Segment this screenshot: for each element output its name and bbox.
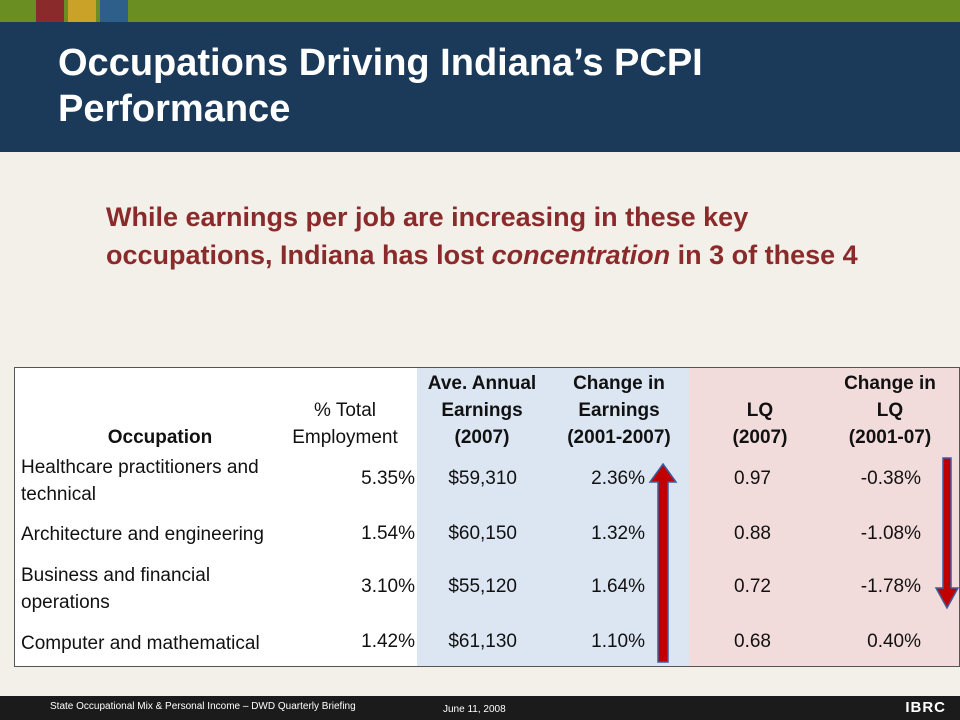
strip-square-blue — [100, 0, 128, 22]
header-ave-line3: (2007) — [454, 427, 510, 448]
occupation-table: Occupation % Total Employment Ave. Annua… — [14, 367, 960, 667]
row1-occupation: Healthcare practitioners and technical — [21, 457, 259, 505]
row1-pct: 5.35% — [361, 468, 415, 489]
row4-lq-change: 0.40% — [867, 631, 921, 652]
row2-lq: 0.88 — [734, 523, 771, 544]
row1-change: 2.36% — [591, 468, 645, 489]
row3-lq-change: -1.78% — [860, 576, 921, 597]
row3-occupation: Business and financial operations — [21, 565, 211, 613]
row1-lq-change: -0.38% — [860, 468, 921, 489]
footer-briefing-text: State Occupational Mix & Personal Income… — [50, 701, 356, 712]
row2-change: 1.32% — [591, 523, 645, 544]
top-color-strip — [0, 0, 960, 22]
row4-earnings: $61,130 — [448, 631, 517, 652]
earnings-band — [417, 368, 689, 666]
header-pct-line2: Employment — [292, 427, 398, 448]
subtitle-text-start: While earnings per job are increasing in… — [106, 202, 749, 270]
red-up-arrow-icon — [648, 462, 678, 663]
header-pct-line1: % Total — [314, 400, 376, 421]
footer-date: June 11, 2008 — [443, 704, 506, 715]
header-ave-line1: Ave. Annual — [427, 373, 537, 394]
row3-change: 1.64% — [591, 576, 645, 597]
row4-pct: 1.42% — [361, 631, 415, 652]
row3-earnings: $55,120 — [448, 576, 517, 597]
lq-band — [689, 368, 959, 666]
row3-lq: 0.72 — [734, 576, 771, 597]
ibrc-logo: IBRC — [905, 699, 946, 716]
header-lqchg-line1: Change in — [844, 373, 936, 394]
header-lq-line2: (2007) — [732, 427, 788, 448]
footer-bar: State Occupational Mix & Personal Income… — [0, 696, 960, 720]
header-chg-line1: Change in — [573, 373, 665, 394]
strip-square-red — [36, 0, 64, 22]
slide-subtitle: While earnings per job are increasing in… — [106, 198, 886, 274]
row4-lq: 0.68 — [734, 631, 771, 652]
header-ave-line2: Earnings — [441, 400, 523, 421]
row1-lq: 0.97 — [734, 468, 771, 489]
header-chg-line2: Earnings — [578, 400, 660, 421]
row2-pct: 1.54% — [361, 523, 415, 544]
header-lqchg-line3: (2001-07) — [848, 427, 932, 448]
subtitle-emphasis: concentration — [491, 240, 671, 270]
row2-earnings: $60,150 — [448, 523, 517, 544]
row1-earnings: $59,310 — [448, 468, 517, 489]
row3-pct: 3.10% — [361, 576, 415, 597]
row4-change: 1.10% — [591, 631, 645, 652]
strip-square-yellow — [68, 0, 96, 22]
row2-lq-change: -1.08% — [860, 523, 921, 544]
slide-title: Occupations Driving Indiana’s PCPI Perfo… — [58, 42, 703, 130]
header-occupation: Occupation — [107, 427, 213, 448]
header-chg-line3: (2001-2007) — [567, 427, 671, 448]
header-lqchg-line2: LQ — [876, 400, 904, 421]
subtitle-text-end: in 3 of these 4 — [670, 240, 858, 270]
title-banner — [0, 22, 960, 152]
row2-occupation: Architecture and engineering — [21, 524, 264, 545]
header-lq-line1: LQ — [746, 400, 774, 421]
red-down-arrow-icon — [934, 457, 960, 610]
row4-occupation: Computer and mathematical — [21, 633, 260, 654]
